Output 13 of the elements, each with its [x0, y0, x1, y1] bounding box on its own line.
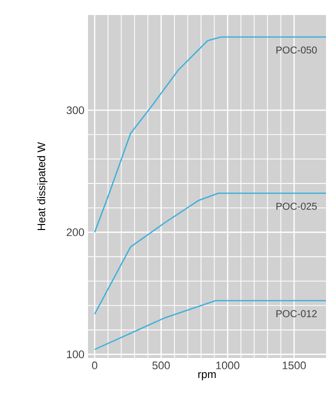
series-label: POC-025: [276, 202, 317, 210]
series-label: POC-012: [276, 310, 317, 318]
x-tick-label: 500: [152, 362, 170, 370]
y-tick-label: 300: [66, 106, 84, 114]
x-axis-title: rpm: [198, 372, 216, 380]
x-tick-label: 1000: [216, 362, 240, 370]
line-series: [94, 36, 326, 233]
y-axis-title: Heat dissipated W: [37, 142, 48, 230]
y-tick-label: 100: [67, 350, 84, 358]
y-tick-label: 200: [66, 228, 84, 236]
x-tick-label: 1500: [282, 362, 306, 370]
series-label: POC-050: [276, 46, 317, 54]
x-tick-label: 0: [92, 362, 98, 370]
